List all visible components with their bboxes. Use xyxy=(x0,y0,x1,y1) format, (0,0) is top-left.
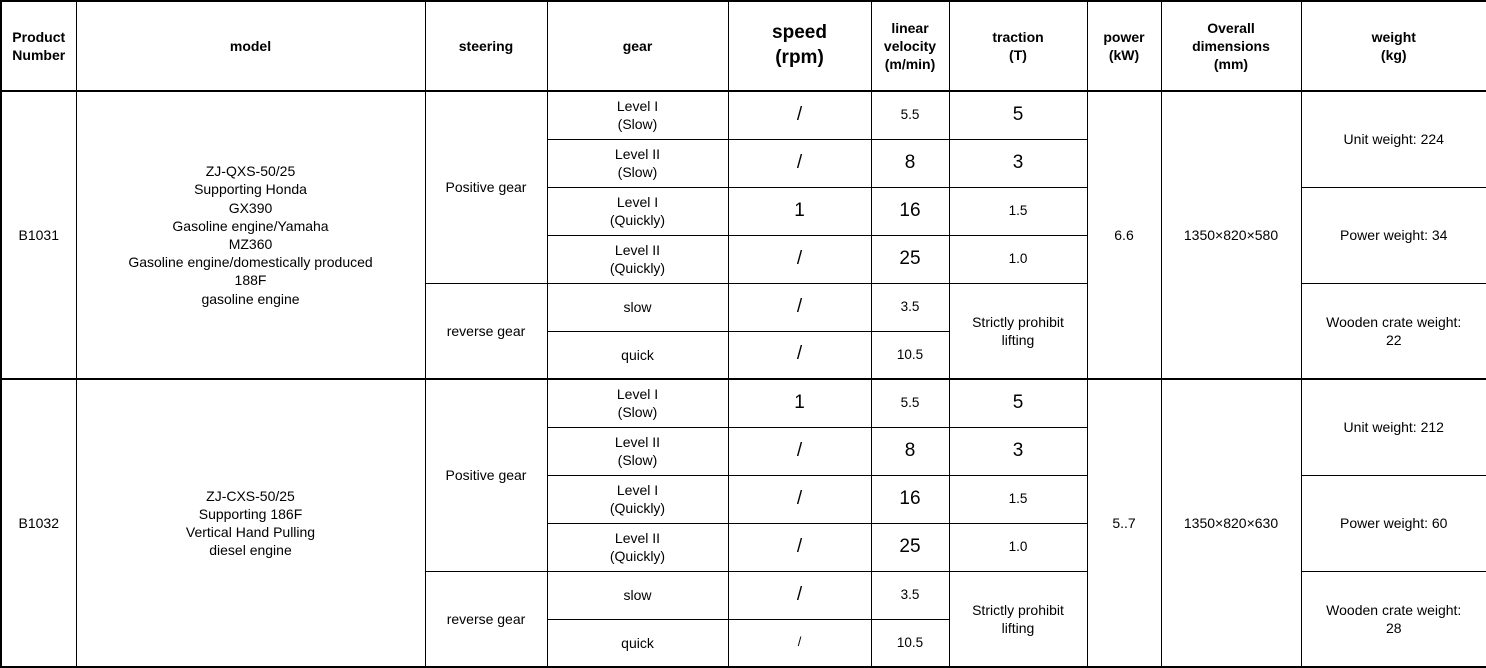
cell-velocity: 16 xyxy=(870,474,950,524)
cell-gear: quick xyxy=(546,330,729,380)
header-weight: weight (kg) xyxy=(1300,0,1486,92)
cell-traction: 5 xyxy=(948,90,1088,140)
header-power: power (kW) xyxy=(1086,0,1162,92)
cell-gear: quick xyxy=(546,618,729,668)
header-linear-velocity: linear velocity (m/min) xyxy=(870,0,950,92)
cell-speed: / xyxy=(727,570,872,620)
header-speed: speed (rpm) xyxy=(727,0,872,92)
cell-speed: / xyxy=(727,90,872,140)
cell-weight-power: Power weight: 60 xyxy=(1300,474,1486,572)
header-traction: traction (T) xyxy=(948,0,1088,92)
cell-weight-crate: Wooden crate weight: 28 xyxy=(1300,570,1486,668)
cell-speed: / xyxy=(727,522,872,572)
cell-traction: 1.5 xyxy=(948,186,1088,236)
cell-model: ZJ-QXS-50/25 Supporting Honda GX390 Gaso… xyxy=(75,90,426,380)
cell-velocity: 5.5 xyxy=(870,90,950,140)
cell-steering-reverse: reverse gear xyxy=(424,282,548,380)
cell-velocity: 16 xyxy=(870,186,950,236)
table-row: reverse gear slow / 3.5 Strictly prohibi… xyxy=(1,282,1486,380)
cell-weight-power: Power weight: 34 xyxy=(1300,186,1486,284)
cell-velocity: 25 xyxy=(870,234,950,284)
cell-velocity: 25 xyxy=(870,522,950,572)
table-row: Level II (Quickly) / 25 1.0 xyxy=(1,522,1486,572)
cell-speed: / xyxy=(727,474,872,524)
cell-product-number: B1031 xyxy=(0,90,77,380)
cell-velocity: 10.5 xyxy=(870,330,950,380)
cell-velocity: 3.5 xyxy=(870,282,950,332)
cell-traction: 1.0 xyxy=(948,234,1088,284)
cell-gear: slow xyxy=(546,570,729,620)
header-model: model xyxy=(75,0,426,92)
cell-weight-unit: Unit weight: 212 xyxy=(1300,378,1486,476)
cell-traction: 1.0 xyxy=(948,522,1088,572)
cell-traction-warning: Strictly prohibit lifting xyxy=(948,282,1088,380)
header-gear: gear xyxy=(546,0,729,92)
cell-gear: Level II (Slow) xyxy=(546,426,729,476)
cell-steering-positive: Positive gear xyxy=(424,90,548,284)
cell-velocity: 8 xyxy=(870,138,950,188)
cell-traction: 3 xyxy=(948,138,1088,188)
cell-gear: Level II (Quickly) xyxy=(546,234,729,284)
cell-speed: 1 xyxy=(727,186,872,236)
cell-steering-reverse: reverse gear xyxy=(424,570,548,668)
header-dimensions: Overall dimensions (mm) xyxy=(1160,0,1302,92)
cell-power: 6.6 xyxy=(1086,90,1162,380)
header-steering: steering xyxy=(424,0,548,92)
cell-model: ZJ-CXS-50/25 Supporting 186F Vertical Ha… xyxy=(75,378,426,668)
cell-gear: Level I (Slow) xyxy=(546,378,729,428)
cell-speed: / xyxy=(727,234,872,284)
cell-steering-positive: Positive gear xyxy=(424,378,548,572)
cell-gear: Level I (Slow) xyxy=(546,90,729,140)
cell-speed: / xyxy=(727,330,872,380)
cell-traction: 1.5 xyxy=(948,474,1088,524)
cell-product-number: B1032 xyxy=(0,378,77,668)
cell-traction: 5 xyxy=(948,378,1088,428)
cell-gear: Level I (Quickly) xyxy=(546,474,729,524)
cell-speed: / xyxy=(727,138,872,188)
cell-speed: / xyxy=(727,426,872,476)
cell-velocity: 8 xyxy=(870,426,950,476)
cell-speed: / xyxy=(727,618,872,668)
cell-velocity: 10.5 xyxy=(870,618,950,668)
header-row: Product Number model steering gear speed… xyxy=(0,0,1486,92)
cell-velocity: 3.5 xyxy=(870,570,950,620)
cell-velocity: 5.5 xyxy=(870,378,950,428)
cell-traction: 3 xyxy=(948,426,1088,476)
cell-gear: slow xyxy=(546,282,729,332)
cell-speed: 1 xyxy=(727,378,872,428)
cell-traction-warning: Strictly prohibit lifting xyxy=(948,570,1088,668)
table-row: B1032 ZJ-CXS-50/25 Supporting 186F Verti… xyxy=(0,378,1486,668)
cell-gear: Level II (Quickly) xyxy=(546,522,729,572)
table-row: reverse gear slow / 3.5 Strictly prohibi… xyxy=(1,570,1486,668)
cell-speed: / xyxy=(727,282,872,332)
cell-dimensions: 1350×820×580 xyxy=(1160,90,1302,380)
cell-gear: Level I (Quickly) xyxy=(546,186,729,236)
table-row: Level I (Quickly) / 16 1.5 Power weight:… xyxy=(1,474,1486,572)
cell-weight-crate: Wooden crate weight: 22 xyxy=(1300,282,1486,380)
header-product-number: Product Number xyxy=(0,0,77,92)
cell-weight-unit: Unit weight: 224 xyxy=(1300,90,1486,188)
cell-gear: Level II (Slow) xyxy=(546,138,729,188)
table-row: Level II (Slow) / 8 3 xyxy=(1,138,1486,188)
cell-dimensions: 1350×820×630 xyxy=(1160,378,1302,668)
cell-power: 5..7 xyxy=(1086,378,1162,668)
table-row: Level II (Quickly) / 25 1.0 xyxy=(1,234,1486,284)
table-row: B1031 ZJ-QXS-50/25 Supporting Honda GX39… xyxy=(0,90,1486,380)
